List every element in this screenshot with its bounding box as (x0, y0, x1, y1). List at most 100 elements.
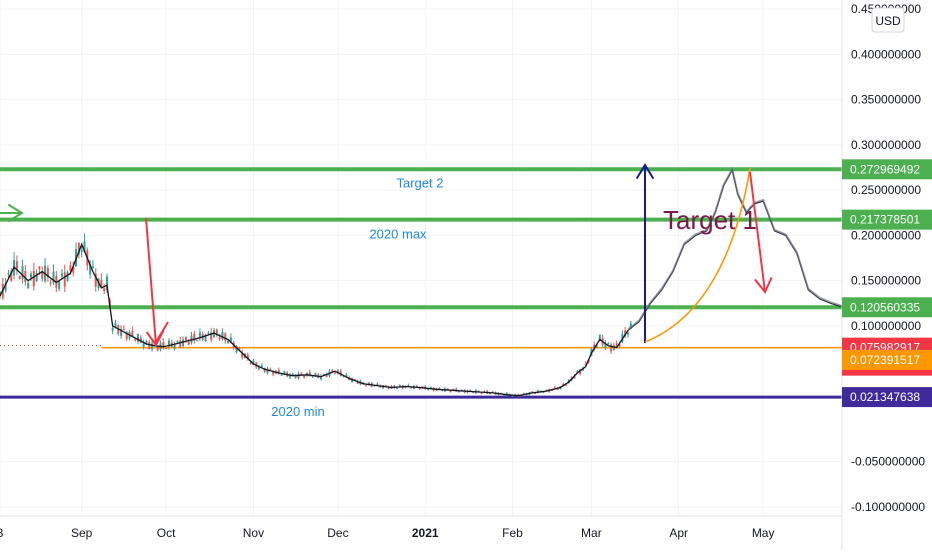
y-tick-label: 0.400000000 (851, 47, 921, 61)
candle-body (100, 279, 103, 287)
candle-body (41, 271, 44, 279)
candle-body (193, 334, 196, 342)
candle-body (238, 348, 241, 350)
candle-body (376, 383, 379, 385)
candle-body (72, 266, 75, 273)
candle-body (396, 388, 399, 390)
red-arrow-down[interactable] (145, 217, 157, 346)
x-tick-label: 2021 (412, 526, 439, 540)
candle-body (77, 242, 80, 255)
candle-body (365, 385, 368, 387)
candle-body (21, 265, 24, 280)
candle-body (38, 266, 41, 270)
red-arrow-peak[interactable] (749, 171, 766, 293)
candle-body (7, 273, 10, 275)
x-tick-label: May (752, 526, 775, 540)
candle-body (173, 344, 176, 349)
candle-body (325, 373, 328, 377)
candle-body (351, 378, 354, 382)
candle-body (511, 395, 514, 397)
red-arrow-up[interactable] (155, 321, 169, 343)
candle-body (187, 341, 190, 345)
candle-body (503, 394, 506, 396)
candle-body (52, 271, 55, 283)
y-tick-label: 0.100000000 (851, 319, 921, 333)
level-price-label: 0.272969492 (850, 162, 920, 176)
candle-body (49, 282, 52, 284)
candle-body (227, 340, 230, 343)
candle-body (210, 332, 213, 340)
candle-body (427, 388, 430, 390)
drawings: Target 1 (0, 163, 773, 347)
candle-body (429, 387, 432, 389)
candle-body (27, 282, 30, 289)
candle-body (10, 271, 13, 281)
candle-body (491, 391, 494, 393)
horizontal-levels: Target 2 2020 max 2020 min (0, 167, 842, 419)
candle-body (252, 360, 255, 366)
candle-body (384, 385, 387, 387)
candle-body (151, 343, 154, 350)
candle-body (196, 340, 199, 342)
level-price-badge (842, 297, 932, 318)
candle-body (345, 374, 348, 377)
candle-body (182, 339, 185, 346)
candle-body (610, 344, 613, 352)
candle-body (32, 270, 35, 287)
currency-button-label[interactable]: USD (875, 14, 901, 28)
currency-button[interactable]: USD (871, 7, 905, 33)
candle-body (258, 367, 261, 370)
candle-body (449, 390, 452, 392)
candle-body (469, 390, 472, 392)
candle-body (320, 376, 323, 380)
level-price-badge (842, 209, 932, 230)
candle-body (500, 392, 503, 394)
candle-body (615, 343, 618, 347)
candle-body (131, 331, 134, 337)
y-tick-label: 0.150000000 (851, 274, 921, 288)
candle-body (342, 375, 345, 377)
candle-body (300, 373, 303, 375)
projection-curve[interactable] (644, 167, 751, 343)
candle-body (63, 272, 66, 287)
candle-body (94, 273, 97, 287)
y-tick-label: 0.350000000 (851, 93, 921, 107)
level-annotation: Target 2 (397, 175, 444, 190)
grid (0, 0, 842, 516)
target-1-label: Target 1 (663, 205, 757, 235)
candle-body (80, 249, 83, 252)
candle-body (207, 332, 210, 334)
candle-body (303, 375, 306, 378)
x-tick-label: Mar (581, 526, 602, 540)
candle-body (322, 374, 325, 376)
candle-body (148, 341, 151, 350)
candle-body (415, 386, 418, 388)
candle-body (607, 343, 610, 345)
target-arrow-head (635, 163, 655, 180)
candle-body (156, 346, 159, 351)
candle-body (460, 389, 463, 391)
price-badge (842, 349, 932, 370)
candle-body (294, 374, 297, 378)
candle-body (60, 273, 63, 277)
price-series (0, 166, 843, 397)
candle-body (576, 371, 579, 373)
candle-body (136, 334, 139, 342)
candle-body (418, 387, 421, 390)
candle-body (593, 344, 596, 350)
candle-body (46, 267, 49, 278)
candle-body (29, 273, 32, 278)
candle-body (35, 272, 38, 282)
candle-body (103, 288, 106, 292)
candle-body (114, 322, 117, 328)
candle-body (184, 337, 187, 341)
candle-body (542, 391, 545, 393)
candles (0, 233, 632, 397)
price-line (0, 168, 843, 397)
candle-body (58, 281, 61, 290)
candle-body (229, 337, 232, 342)
candle-body (260, 365, 263, 368)
candle-body (241, 352, 244, 358)
